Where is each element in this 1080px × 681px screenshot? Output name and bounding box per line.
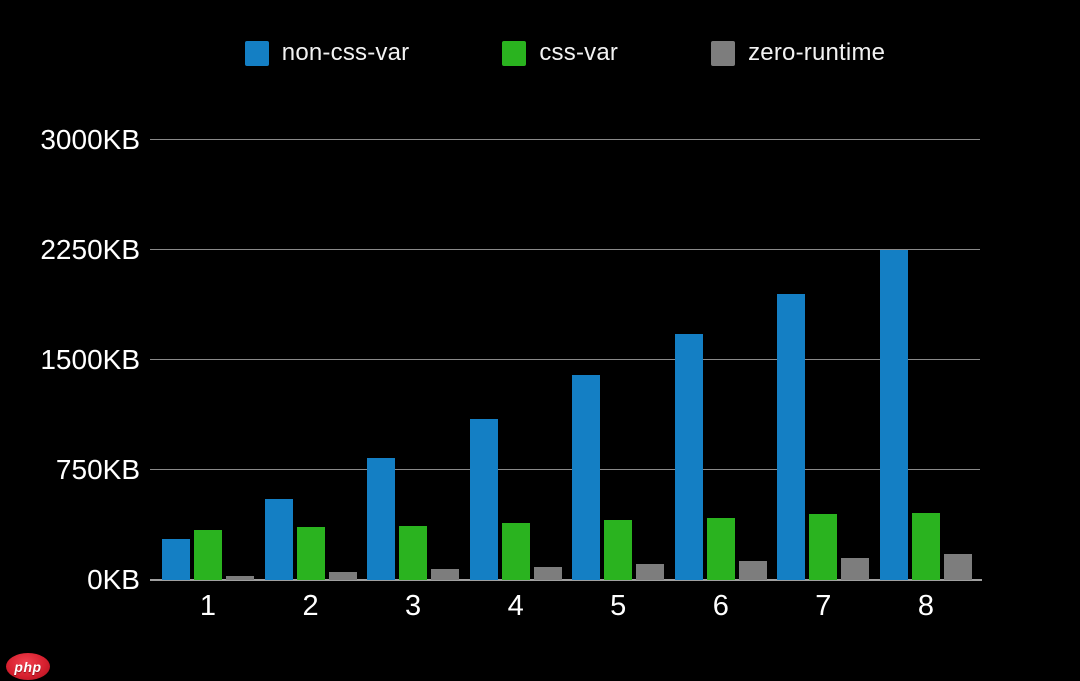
- bar-css-var-4[interactable]: [501, 522, 530, 580]
- legend-swatch-icon: [711, 40, 736, 66]
- bar-zero-runtime-8[interactable]: [943, 553, 972, 580]
- chart-legend: non-css-var css-var zero-runtime: [150, 38, 980, 68]
- y-tick-label: 750KB: [55, 454, 140, 485]
- x-axis-baseline: [150, 579, 982, 581]
- gridline: [150, 359, 980, 360]
- bar-non-css-var-2[interactable]: [264, 499, 293, 580]
- bar-group-7: [777, 140, 870, 580]
- php-watermark-logo: php: [6, 653, 50, 680]
- bar-zero-runtime-4[interactable]: [533, 566, 562, 580]
- x-tick-label: 6: [712, 590, 729, 622]
- bar-non-css-var-8[interactable]: [879, 250, 908, 580]
- x-tick-label: 1: [199, 590, 217, 622]
- bar-groups-container: [150, 140, 980, 580]
- bar-css-var-5[interactable]: [604, 519, 633, 580]
- bar-non-css-var-1[interactable]: [162, 538, 190, 580]
- bar-group-3: [367, 140, 460, 580]
- legend-item-label: zero-runtime: [748, 39, 886, 66]
- x-tick-label: 7: [815, 590, 832, 622]
- legend-item-non-css-var[interactable]: non-css-var: [244, 39, 410, 67]
- y-tick-label: 1500KB: [40, 344, 140, 375]
- x-tick-label: 3: [405, 590, 422, 622]
- bar-zero-runtime-6[interactable]: [738, 560, 767, 580]
- y-axis: 3000KB 2250KB 1500KB 750KB 0KB: [0, 124, 140, 595]
- bar-css-var-2[interactable]: [296, 527, 325, 580]
- bar-css-var-6[interactable]: [706, 518, 735, 580]
- bar-zero-runtime-7[interactable]: [841, 558, 870, 580]
- bar-non-css-var-6[interactable]: [674, 333, 703, 580]
- bar-zero-runtime-5[interactable]: [636, 563, 665, 580]
- bar-group-4: [469, 140, 562, 580]
- bar-non-css-var-7[interactable]: [777, 294, 806, 580]
- plot-area: [150, 139, 982, 581]
- legend-item-label: non-css-var: [281, 39, 410, 66]
- legend-item-css-var[interactable]: css-var: [502, 39, 618, 67]
- x-tick-label: 4: [507, 590, 524, 622]
- legend-swatch-icon: [244, 40, 269, 66]
- x-tick-label: 2: [302, 590, 319, 622]
- bar-group-6: [674, 140, 767, 580]
- gridline: [150, 469, 980, 470]
- bar-non-css-var-5[interactable]: [572, 374, 601, 580]
- php-watermark-label: php: [14, 658, 42, 675]
- y-tick-label: 3000KB: [40, 124, 140, 155]
- gridline: [150, 249, 980, 250]
- bar-zero-runtime-1[interactable]: [226, 575, 254, 580]
- bar-css-var-8[interactable]: [911, 512, 940, 580]
- y-tick-label: 2250KB: [40, 234, 140, 265]
- legend-item-label: css-var: [539, 39, 619, 66]
- bar-non-css-var-3[interactable]: [367, 458, 396, 580]
- bar-group-1: [162, 140, 254, 580]
- bar-non-css-var-4[interactable]: [469, 418, 498, 580]
- bar-group-2: [264, 140, 357, 580]
- legend-swatch-icon: [502, 40, 527, 66]
- bar-css-var-1[interactable]: [194, 530, 222, 580]
- bar-css-var-7[interactable]: [809, 514, 838, 580]
- bar-group-5: [572, 140, 665, 580]
- bar-css-var-3[interactable]: [399, 525, 428, 580]
- y-tick-label: 0KB: [87, 564, 140, 595]
- bar-group-8: [879, 140, 972, 580]
- x-tick-label: 8: [917, 590, 934, 622]
- gridline: [150, 139, 980, 140]
- x-tick-label: 5: [610, 590, 627, 622]
- legend-item-zero-runtime[interactable]: zero-runtime: [711, 39, 885, 67]
- bar-zero-runtime-2[interactable]: [328, 571, 357, 580]
- bar-zero-runtime-3[interactable]: [431, 569, 460, 580]
- x-axis: 1 2 3 4 5 6 7 8: [150, 590, 980, 626]
